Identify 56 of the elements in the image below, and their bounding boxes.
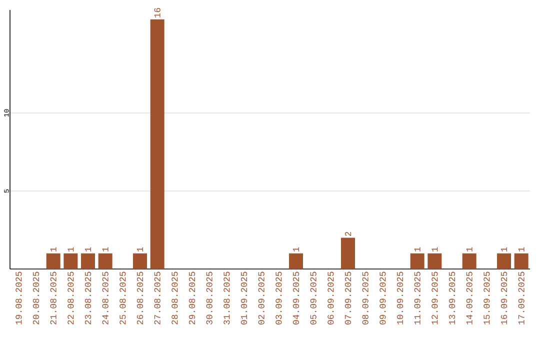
bar	[64, 253, 78, 270]
x-tick-label: 23.08.2025	[84, 272, 92, 324]
x-tick-label: 11.09.2025	[414, 272, 420, 324]
bar	[410, 253, 424, 270]
bar	[98, 253, 112, 270]
bar	[497, 253, 512, 270]
x-tick-label: 08.09.2025	[362, 272, 368, 324]
data-label: 1	[68, 247, 74, 252]
x-tick-label: 21.08.2025	[50, 272, 56, 324]
bar	[133, 253, 148, 270]
x-tick-label: 03.09.2025	[276, 272, 282, 324]
bar	[462, 253, 476, 270]
x-tick-label: 24.08.2025	[102, 272, 108, 324]
x-tick-label: 27.08.2025	[154, 272, 160, 324]
data-label: 1	[85, 247, 91, 252]
data-label: 1	[137, 247, 143, 252]
bar	[150, 19, 164, 270]
data-label: 1	[501, 247, 507, 252]
x-tick-label: 07.09.2025	[344, 272, 352, 324]
bar	[289, 253, 304, 270]
data-label: 1	[102, 247, 108, 252]
data-label: 1	[414, 247, 420, 252]
data-label: 1	[293, 247, 299, 252]
x-tick-label: 28.08.2025	[172, 272, 178, 324]
x-tick-label: 17.09.2025	[518, 272, 524, 324]
x-tick-label: 29.08.2025	[188, 272, 196, 324]
x-tick-label: 20.08.2025	[32, 272, 40, 324]
x-tick-label: 16.09.2025	[500, 272, 508, 324]
data-label: 2	[345, 232, 352, 236]
data-label: 1	[518, 247, 524, 252]
x-tick-label: 12.09.2025	[432, 272, 438, 324]
x-tick-label: 22.08.2025	[68, 272, 74, 324]
x-tick-label: 26.08.2025	[136, 272, 144, 324]
data-label: 1	[50, 247, 56, 252]
x-tick-label: 25.08.2025	[120, 272, 126, 324]
x-tick-label: 13.09.2025	[448, 272, 456, 324]
x-tick-label: 30.08.2025	[206, 272, 212, 324]
bar	[341, 238, 356, 270]
x-tick-label: 14.09.2025	[466, 272, 472, 324]
bar	[46, 253, 60, 270]
data-label: 1	[466, 247, 472, 252]
x-tick-label: 05.09.2025	[310, 272, 316, 324]
x-tick-label: 10.09.2025	[396, 272, 404, 324]
data-label: 1	[432, 247, 438, 252]
x-tick-label: 19.08.2025	[16, 272, 22, 324]
x-tick-label: 15.09.2025	[484, 272, 490, 324]
x-tick-label: 01.09.2025	[240, 272, 248, 324]
data-label: 16	[154, 8, 160, 18]
x-tick-label: 31.08.2025	[224, 272, 230, 324]
x-tick-label: 04.09.2025	[292, 272, 300, 324]
bar	[514, 253, 528, 270]
bar	[428, 253, 442, 270]
x-tick-label: 02.09.2025	[258, 272, 264, 324]
x-tick-label: 09.09.2025	[380, 272, 386, 324]
bar	[81, 253, 96, 270]
x-tick-label: 06.09.2025	[328, 272, 334, 324]
